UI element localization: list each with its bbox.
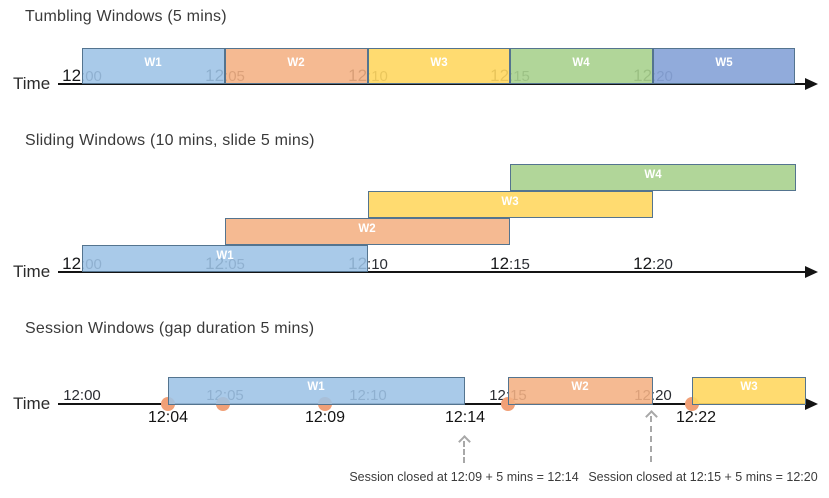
window-label: W2 [287,57,305,69]
section-title: Sliding Windows (10 mins, slide 5 mins) [25,132,315,149]
annotation-arrowhead-icon [458,435,471,448]
window-label: W4 [644,169,662,181]
section-title: Session Windows (gap duration 5 mins) [25,320,315,337]
window-w3 [368,191,653,218]
event-time-label: 12:22 [675,409,717,426]
annotation-arrowhead-icon [645,410,658,423]
window-label: W3 [501,196,519,208]
window-w1 [168,377,465,405]
window-label: W3 [430,57,448,69]
axis-tick: 12:20 [633,254,673,273]
window-w2 [225,48,368,84]
window-w4 [510,48,653,84]
session-close-annotation: Session closed at 12:15 + 5 mins = 12:20 [588,470,818,484]
event-time-label: 12:09 [304,409,346,426]
event-time-label: 12:04 [147,409,189,426]
axis-label: Time [13,74,51,93]
axis-arrow-icon [805,398,818,410]
axis-arrow-icon [805,78,818,90]
window-w5 [653,48,795,84]
window-label: W2 [358,223,376,235]
axis-label: Time [13,394,51,413]
window-w1 [82,48,225,84]
window-label: W5 [715,57,733,69]
time-axis [58,266,818,278]
window-w1 [82,245,368,272]
section-title: Tumbling Windows (5 mins) [25,8,227,25]
axis-tick: 12:00 [63,387,101,404]
window-label: W1 [216,250,234,262]
annotation-arrow-icon [463,441,465,463]
window-w3 [692,377,806,405]
window-w2 [508,377,653,405]
window-label: W1 [144,57,162,69]
window-label: W3 [740,381,758,393]
session-close-annotation: Session closed at 12:09 + 5 mins = 12:14 [349,470,579,484]
window-w4 [510,164,796,191]
axis-tick: 12:15 [490,254,530,273]
window-label: W4 [572,57,590,69]
time-axis [58,78,818,90]
window-w3 [368,48,510,84]
window-w2 [225,218,510,245]
axis-label: Time [13,262,51,281]
annotation-arrow-icon [650,416,652,462]
window-label: W2 [571,381,589,393]
window-close-time-label: 12:14 [444,409,486,426]
axis-arrow-icon [805,266,818,278]
window-label: W1 [307,381,325,393]
